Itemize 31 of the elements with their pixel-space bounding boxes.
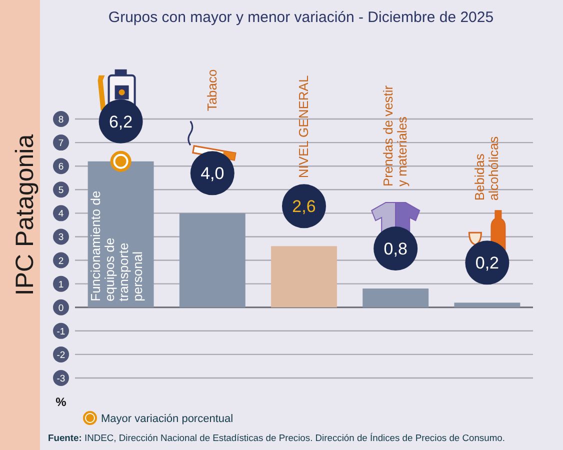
data-label: 0,2 [475, 254, 500, 273]
bar [454, 302, 520, 308]
text: IPC Patagonia [11, 134, 39, 296]
data-label: 4,0 [200, 164, 224, 184]
chart-title: Grupos con mayor y menor variación - Diciembre de 2025 [108, 9, 494, 26]
y-tick-label: 4 [58, 208, 64, 220]
bar [362, 288, 429, 308]
y-tick-label: 7 [58, 138, 64, 150]
y-tick-label: 5 [58, 185, 64, 196]
y-tick-label: 1 [58, 279, 64, 290]
x-tick-label: NIVEL GENERAL [296, 75, 311, 178]
y-tick-label: 3 [58, 232, 64, 244]
y-axis-title: % [56, 395, 67, 409]
y-tick-label: 2 [58, 256, 64, 267]
x-tick-label: Prendas de vestir y materiales [380, 84, 410, 187]
legend-label: Mayor variación porcentual [101, 413, 234, 425]
data-label: 6,2 [108, 112, 133, 132]
y-tick-label: -1 [56, 326, 66, 338]
y-tick-label: -2 [56, 350, 66, 361]
bar [271, 246, 337, 308]
source-note: Fuente: INDEC, Dirección Nacional de Estadísticas de Precios. Dirección de Índices de Precios de Consumo. [48, 432, 505, 443]
y-tick-label: 6 [58, 162, 64, 173]
data-label: 0,8 [384, 240, 408, 259]
bar [179, 213, 246, 308]
x-tick-label: Tabaco [204, 69, 220, 112]
x-tick-label: Funcionamiento de equipos de transporte personal [88, 190, 145, 302]
data-label: 2,6 [292, 197, 316, 216]
y-tick-label: 0 [58, 302, 64, 314]
x-tick-label: Bebidas alcohólicas [472, 136, 502, 201]
y-tick-label: -3 [56, 374, 66, 384]
y-tick-label: 8 [58, 114, 64, 126]
